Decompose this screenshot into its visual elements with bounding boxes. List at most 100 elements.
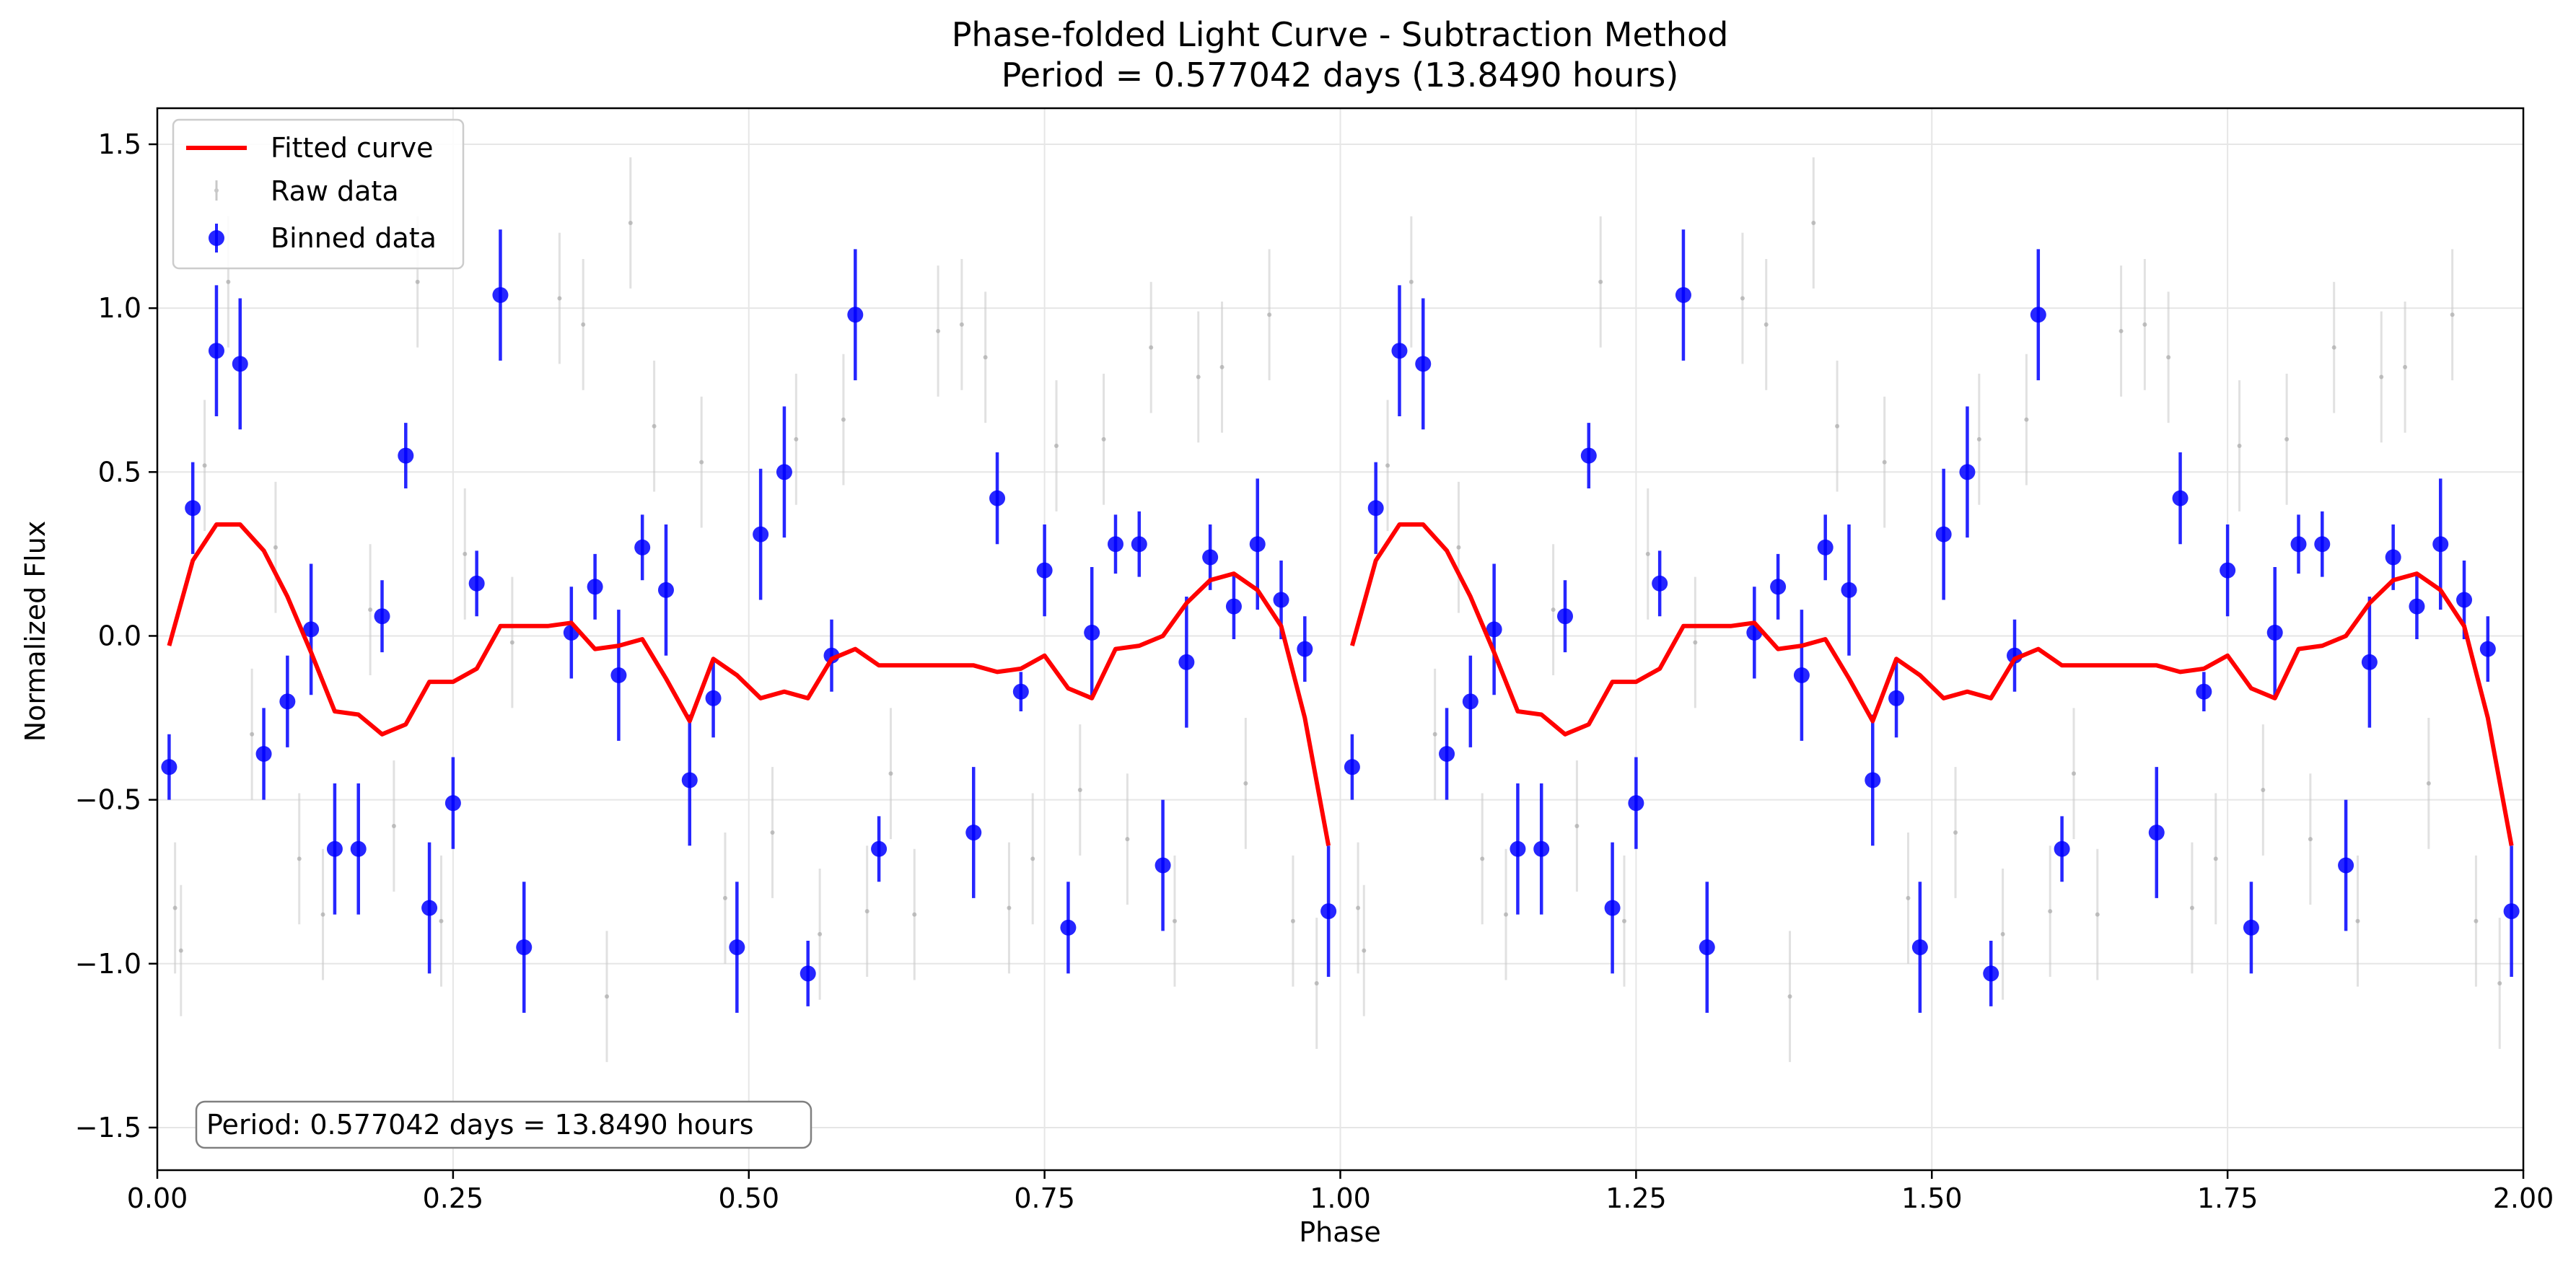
raw-data-point (1574, 823, 1580, 828)
raw-data-point (936, 328, 941, 333)
raw-data-point (770, 830, 775, 835)
raw-data-point (439, 918, 444, 923)
period-annotation: Period: 0.577042 days = 13.8490 hours (195, 1100, 812, 1149)
raw-data-point (2355, 918, 2360, 923)
raw-data-point (1030, 856, 1035, 861)
chart-subtitle: Period = 0.577042 days (13.8490 hours) (1002, 56, 1679, 95)
legend-raw-data-label: Raw data (271, 175, 399, 207)
binned-data-point (657, 581, 674, 598)
binned-data-point (1841, 581, 1857, 598)
binned-data-point (1439, 746, 1455, 763)
binned-data-point (2314, 536, 2331, 553)
binned-data-point (1770, 579, 1787, 595)
binned-data-point (1959, 464, 1976, 480)
raw-data-point (1101, 436, 1106, 442)
binned-data-point (753, 526, 769, 543)
binned-data-point (444, 795, 461, 812)
raw-data-point (2166, 355, 2171, 360)
binned-data-point (1935, 526, 1952, 543)
binned-data-point (208, 343, 224, 359)
binned-data-point (1297, 641, 1313, 657)
binned-data-point (2409, 598, 2425, 615)
binned-data-point (1225, 598, 1242, 615)
raw-data-point (1835, 423, 1840, 429)
raw-data-point (1645, 551, 1650, 556)
binned-data-point (1178, 654, 1195, 670)
x-tick-label: 1.75 (2197, 1182, 2259, 1214)
binned-data-point (705, 690, 722, 706)
binned-data-point (421, 900, 438, 916)
binned-data-point (729, 939, 745, 956)
x-tick-label: 0.50 (718, 1182, 779, 1214)
raw-data-point (912, 912, 917, 917)
raw-data-point (1149, 345, 1154, 350)
raw-data-point (818, 931, 823, 936)
raw-data-point (172, 905, 178, 910)
raw-data-point (1551, 607, 1556, 612)
legend: Fitted curve Raw data Binned data (172, 118, 465, 270)
raw-data-point (1456, 545, 1461, 550)
fitted-curve-line (1350, 522, 2514, 846)
raw-data-point (1077, 787, 1082, 792)
raw-data-point (509, 640, 514, 645)
binned-data-point (1699, 939, 1715, 956)
binned-data-point (2290, 536, 2307, 553)
x-tick-label: 2.00 (2493, 1182, 2554, 1214)
binned-data-point (2338, 857, 2354, 874)
raw-data-point (2284, 436, 2290, 442)
period-annotation-box (195, 1100, 812, 1149)
binned-data-point (1320, 903, 1337, 920)
raw-data-point (1196, 374, 1201, 379)
binned-data-point (516, 939, 533, 956)
raw-data-point (368, 607, 373, 612)
binned-data-point (1036, 562, 1053, 579)
raw-data-point (959, 322, 964, 327)
binned-data-point (2030, 307, 2046, 323)
binned-data-point (871, 840, 888, 857)
raw-data-point (1480, 856, 1485, 861)
raw-data-point (722, 895, 727, 900)
legend-box (172, 118, 465, 270)
raw-data-point (2331, 345, 2336, 350)
raw-data-point (1409, 279, 1414, 284)
raw-data-point (2142, 322, 2147, 327)
y-tick-label: 1.0 (98, 292, 141, 324)
binned-data-point (2266, 624, 2283, 641)
binned-data-point (681, 772, 698, 789)
binned-data-point (1155, 857, 1171, 874)
legend-binned-data-swatch (209, 230, 224, 246)
raw-data-point (1054, 443, 1059, 448)
raw-data-point (2474, 918, 2479, 923)
binned-data-point (1131, 536, 1147, 553)
raw-data-point (2261, 787, 2266, 792)
binned-data-point (989, 490, 1006, 506)
raw-data-point (1953, 830, 1958, 835)
y-tick-label: −0.5 (75, 784, 141, 816)
binned-data-point (492, 286, 509, 303)
x-tick-label: 0.25 (423, 1182, 484, 1214)
raw-data-point (1290, 918, 1295, 923)
binned-data-point (610, 667, 627, 683)
raw-data-point (2119, 328, 2124, 333)
raw-data-point (2426, 781, 2431, 786)
binned-data-point (2220, 562, 2236, 579)
raw-data-point (1621, 918, 1626, 923)
raw-data-point (2000, 931, 2005, 936)
raw-data-point (2048, 909, 2053, 914)
binned-data-point (1983, 965, 1999, 982)
binned-data-point (326, 840, 343, 857)
raw-data-point (628, 221, 633, 226)
raw-data-point (2308, 837, 2313, 842)
binned-data-point (468, 575, 485, 592)
binned-data-point (1344, 759, 1360, 776)
raw-data-point (1172, 918, 1177, 923)
y-tick-label: 0.5 (98, 456, 141, 488)
binned-data-point (634, 539, 651, 556)
raw-data-point (1504, 912, 1509, 917)
binned-data-point (1604, 900, 1621, 916)
raw-data-point (1125, 837, 1130, 842)
binned-data-point (1367, 500, 1384, 517)
binned-data-point (185, 500, 201, 517)
binned-data-point (2172, 490, 2189, 506)
raw-data-point (1693, 640, 1698, 645)
